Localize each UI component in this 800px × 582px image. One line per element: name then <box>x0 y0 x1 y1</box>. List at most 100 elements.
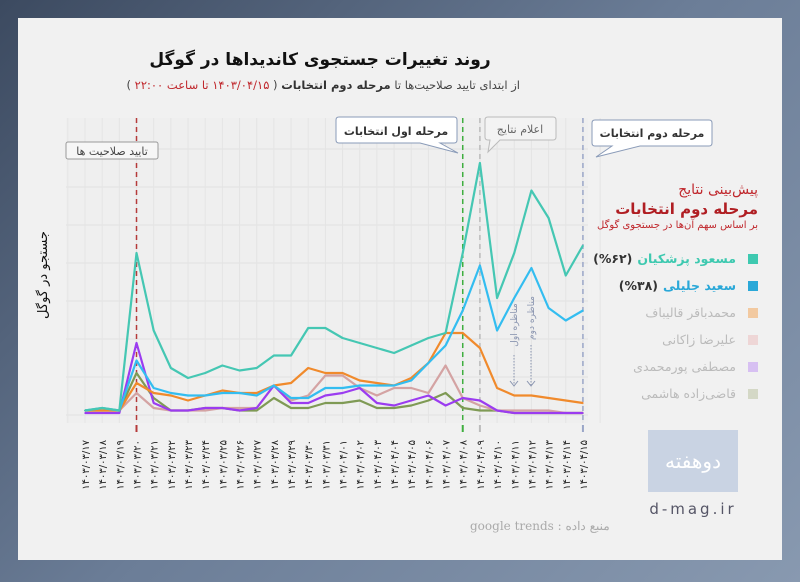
data-point <box>341 392 344 394</box>
data-point <box>358 379 361 382</box>
chart-subtitle: از ابتدای تایید صلاحیت‌ها تا مرحله دوم ا… <box>100 78 521 92</box>
data-point <box>427 394 430 397</box>
subtitle-date: ۱۴۰۳/۰۴/۱۵ تا ساعت ۲۲:۰۰ <box>134 78 270 92</box>
legend-item[interactable]: علیرضا زاکانی <box>593 326 758 353</box>
legend-share: (%۶۲) <box>593 251 633 266</box>
data-point <box>461 407 464 409</box>
legend-item[interactable]: سعید جلیلی (%۳۸) <box>593 272 758 299</box>
data-point <box>444 392 447 394</box>
data-point <box>427 362 430 364</box>
series-line-3 <box>85 331 584 412</box>
legend-item[interactable]: قاضی‌زاده هاشمی <box>593 380 758 407</box>
data-point <box>530 412 533 414</box>
legend-item[interactable]: مصطفی پورمحمدی <box>593 353 758 380</box>
x-tick-label: ۱۴۰۳/۰۴/۰۴ <box>390 440 401 490</box>
data-point <box>496 297 498 299</box>
data-point <box>479 347 481 349</box>
data-point <box>410 377 413 379</box>
x-tick-label: ۱۴۰۳/۰۳/۲۲ <box>167 440 178 490</box>
data-point <box>376 394 378 397</box>
data-point <box>479 399 481 402</box>
x-tick-label: ۱۴۰۳/۰۴/۰۳ <box>373 439 384 489</box>
data-point <box>479 409 481 412</box>
data-point <box>530 394 533 397</box>
x-tick-labels: ۱۴۰۳/۰۳/۱۷ ۱۴۰۳/۰۳/۱۸ ۱۴۰۳/۰۳/۱۹ ۱۴۰۳/۰۳/۲۰… <box>81 439 590 489</box>
data-point <box>513 252 516 254</box>
data-point <box>358 384 361 387</box>
legend-item[interactable]: محمدباقر قالیباف <box>593 299 758 326</box>
data-point <box>135 382 138 384</box>
legend-name: مصطفی پورمحمدی <box>633 359 736 374</box>
x-tick-label: ۱۴۰۳/۰۴/۱۰ <box>493 440 504 490</box>
data-point <box>547 397 550 399</box>
x-tick-label: ۱۴۰۳/۰۳/۲۶ <box>236 440 247 490</box>
logo: دوهفته <box>648 430 738 492</box>
data-point <box>101 407 103 409</box>
data-point <box>204 407 206 409</box>
x-tick-label: ۱۴۰۳/۰۳/۲۴ <box>201 440 212 490</box>
data-point <box>410 387 413 389</box>
x-tick-label: ۱۴۰۳/۰۴/۱۱ <box>510 440 521 490</box>
data-point <box>582 244 584 247</box>
data-point <box>187 377 189 379</box>
x-tick-label: ۱۴۰۳/۰۳/۱۹ <box>115 440 126 490</box>
legend-swatch <box>748 388 758 399</box>
data-point <box>221 407 224 409</box>
legend: پیش‌بینی نتایج مرحله دوم انتخابات بر اسا… <box>593 182 758 407</box>
x-tick-label: ۱۴۰۳/۰۳/۲۱ <box>150 440 161 490</box>
data-point <box>410 404 413 407</box>
data-point <box>187 409 189 412</box>
data-point <box>393 384 395 387</box>
series-line-5 <box>84 161 584 412</box>
x-tick-label: ۱۴۰۳/۰۴/۰۹ <box>476 440 487 490</box>
data-point <box>255 409 258 412</box>
data-point <box>427 399 430 402</box>
data-point <box>118 409 121 412</box>
debate2-annotation: مناظره دوم <box>526 296 537 387</box>
data-point <box>582 412 584 414</box>
data-point <box>427 392 430 394</box>
data-point <box>290 407 292 409</box>
legend-name: علیرضا زاکانی <box>662 332 736 347</box>
data-point <box>324 372 327 374</box>
data-point <box>564 399 567 402</box>
data-point <box>221 392 224 394</box>
data-point <box>118 412 121 414</box>
data-point <box>410 379 413 382</box>
data-point <box>290 402 292 404</box>
x-tick-label: ۱۴۰۳/۰۴/۱۲ <box>527 440 538 490</box>
x-tick-label: ۱۴۰۳/۰۴/۰۲ <box>356 440 367 490</box>
data-point <box>461 309 464 312</box>
data-point <box>410 344 413 347</box>
data-point <box>255 407 258 409</box>
data-point <box>170 394 172 397</box>
x-tick-label: ۱۴۰۳/۰۴/۱۴ <box>562 440 573 490</box>
data-point <box>479 404 481 407</box>
data-point <box>324 387 327 389</box>
data-point <box>444 364 447 367</box>
data-point <box>376 407 378 409</box>
data-point <box>564 274 567 277</box>
legend-note: بر اساس سهم آن‌ها در جستجوی گوگل <box>597 220 758 231</box>
legend-item[interactable]: مسعود پزشکیان (%۶۲) <box>593 245 758 272</box>
data-point <box>461 397 464 399</box>
data-point <box>273 384 275 387</box>
data-point <box>204 372 206 374</box>
data-point <box>290 399 292 402</box>
paren: ) <box>126 78 132 92</box>
x-tick-label: ۱۴۰۳/۰۴/۰۱ <box>339 440 350 490</box>
x-tick-label: ۱۴۰۳/۰۳/۲۷ <box>253 439 264 489</box>
data-point <box>307 397 310 399</box>
data-point <box>564 319 567 322</box>
x-tick-label: ۱۴۰۳/۰۴/۰۷ <box>442 439 453 489</box>
data-point <box>582 309 584 312</box>
results-callout: اعلام نتایج <box>484 116 557 154</box>
data-point <box>221 364 224 367</box>
data-point <box>444 332 447 334</box>
legend-share: (%۳۸) <box>618 278 658 293</box>
data-point <box>170 392 172 394</box>
data-point <box>135 359 138 362</box>
x-tick-label: ۱۴۰۳/۰۳/۳۱ <box>321 440 332 490</box>
data-point <box>290 382 292 384</box>
data-point <box>255 394 258 397</box>
